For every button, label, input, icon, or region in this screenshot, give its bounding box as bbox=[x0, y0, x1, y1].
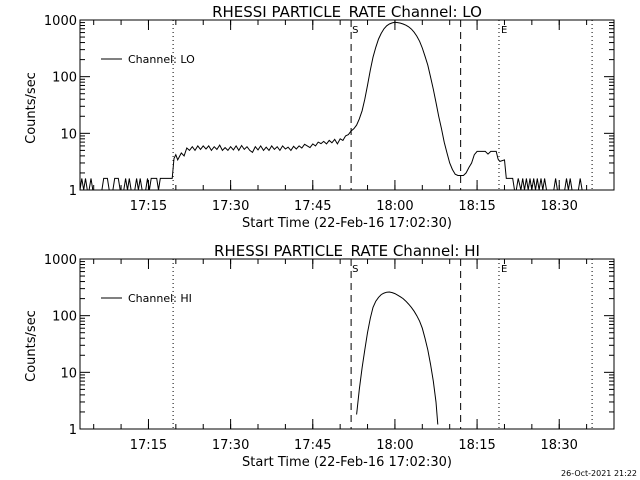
panel-lo-xtick-label: 18:00 bbox=[376, 199, 413, 214]
panel-hi-start-marker: S bbox=[352, 264, 358, 275]
panel-lo: RHESSI PARTICLE_RATE Channel: LO Counts/… bbox=[24, 3, 615, 231]
panel-lo-ylabel: Counts/sec bbox=[24, 72, 39, 144]
panel-lo-title: RHESSI PARTICLE_RATE Channel: LO bbox=[212, 3, 482, 22]
panel-hi-legend-label: Channel: HI bbox=[128, 292, 192, 305]
panel-lo-end-marker: E bbox=[501, 25, 507, 36]
panel-lo-xlabel: Start Time (22-Feb-16 17:02:30) bbox=[242, 216, 452, 231]
panel-lo-legend-label: Channel: LO bbox=[128, 53, 195, 66]
panel-hi-ytick-label: 100 bbox=[52, 310, 77, 325]
panel-hi-xtick-label: 17:15 bbox=[130, 438, 167, 453]
panel-lo-series-line bbox=[79, 21, 583, 191]
panel-hi-ylabel: Counts/sec bbox=[24, 310, 39, 382]
panel-lo-start-marker: S bbox=[352, 25, 358, 36]
panel-hi-xlabel: Start Time (22-Feb-16 17:02:30) bbox=[242, 455, 452, 470]
panel-hi-xtick-label: 18:00 bbox=[376, 438, 413, 453]
panel-lo-ytick-label: 1 bbox=[69, 184, 77, 199]
panel-hi-ytick-label: 10 bbox=[60, 366, 77, 381]
panel-hi-ytick-label: 1 bbox=[69, 423, 77, 438]
panel-lo-ytick-label: 100 bbox=[52, 71, 77, 86]
panel-lo-xtick-label: 18:15 bbox=[458, 199, 495, 214]
panel-hi-end-marker: E bbox=[501, 264, 507, 275]
panel-hi-xtick-label: 18:15 bbox=[458, 438, 495, 453]
panel-hi-xtick-label: 17:30 bbox=[212, 438, 249, 453]
panel-hi-xtick-label: 18:30 bbox=[540, 438, 577, 453]
panel-hi-ytick-label: 1000 bbox=[44, 253, 77, 268]
panel-hi-series-line bbox=[356, 291, 439, 425]
panel-lo-xtick-label: 17:45 bbox=[294, 199, 331, 214]
panel-lo-ytick-label: 10 bbox=[60, 127, 77, 142]
panel-lo-xtick-label: 17:30 bbox=[212, 199, 249, 214]
panel-hi-title: RHESSI PARTICLE_RATE Channel: HI bbox=[214, 242, 480, 261]
panel-hi-axes-frame bbox=[79, 258, 615, 430]
panel-lo-axes-frame bbox=[79, 19, 615, 191]
panel-lo-xtick-label: 18:30 bbox=[540, 199, 577, 214]
panel-lo-xtick-label: 17:15 bbox=[130, 199, 167, 214]
panel-hi-xtick-label: 17:45 bbox=[294, 438, 331, 453]
footer-timestamp: 26-Oct-2021 21:22 bbox=[561, 469, 637, 478]
panel-lo-ytick-label: 1000 bbox=[44, 14, 77, 29]
panel-hi: RHESSI PARTICLE_RATE Channel: HI Counts/… bbox=[24, 242, 615, 470]
